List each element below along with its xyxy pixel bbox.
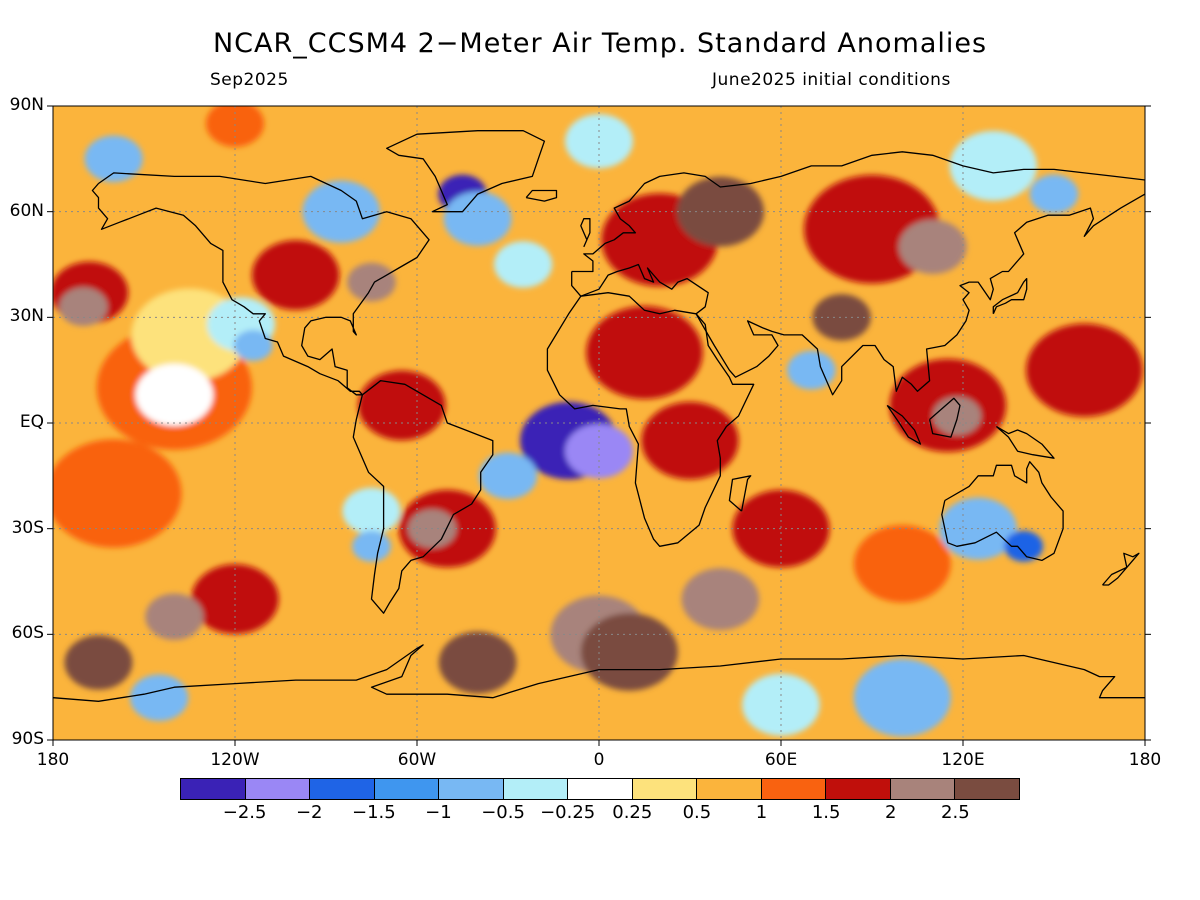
anomaly-region bbox=[586, 306, 703, 400]
coastline bbox=[941, 461, 1064, 562]
anomaly-region bbox=[1029, 174, 1079, 214]
longitude-label: 60W bbox=[397, 750, 437, 770]
coastline bbox=[352, 380, 494, 614]
legend-tick-label: 2.5 bbox=[941, 802, 970, 823]
coastline bbox=[928, 397, 961, 438]
legend-tick-label: −1 bbox=[425, 802, 452, 823]
latitude-label: EQ bbox=[19, 412, 44, 432]
legend-swatch bbox=[632, 779, 698, 799]
legend-swatch bbox=[890, 779, 956, 799]
latitude-label: 30S bbox=[11, 517, 44, 538]
coastline bbox=[995, 425, 1055, 459]
anomaly-region bbox=[949, 131, 1038, 201]
coastline bbox=[525, 189, 558, 202]
coastline bbox=[1102, 552, 1140, 586]
legend-swatch bbox=[826, 779, 891, 799]
legend-tick-label: 0.25 bbox=[612, 802, 653, 823]
anomaly-region bbox=[251, 240, 340, 310]
anomaly-region bbox=[205, 106, 265, 147]
legend-swatch bbox=[439, 779, 504, 799]
anomaly-region bbox=[130, 674, 189, 721]
chart-title: NCAR_CCSM4 2−Meter Air Temp. Standard An… bbox=[212, 28, 988, 59]
anomaly-region bbox=[53, 439, 182, 548]
anomaly-region bbox=[478, 452, 538, 500]
legend-swatch bbox=[697, 779, 762, 799]
latitude-label: 30N bbox=[9, 306, 44, 327]
latitude-label: 60S bbox=[11, 623, 44, 644]
legend-swatch bbox=[310, 779, 375, 799]
legend-tick-label: −2 bbox=[295, 802, 323, 823]
longitude-label: 60E bbox=[764, 750, 798, 770]
latitude-label: 90S bbox=[11, 729, 44, 749]
legend-tick-label: −0.5 bbox=[481, 802, 525, 823]
anomaly-region bbox=[853, 525, 951, 603]
anomaly-region bbox=[358, 370, 446, 441]
anomaly-region bbox=[84, 135, 143, 183]
coastline bbox=[728, 475, 752, 512]
legend-tick-label: −1.5 bbox=[351, 802, 396, 823]
longitude-label: 120W bbox=[210, 750, 260, 770]
longitude-label: 0 bbox=[593, 750, 605, 770]
anomaly-region bbox=[742, 673, 820, 736]
legend-tick-label: 0.5 bbox=[682, 802, 712, 823]
anomaly-region bbox=[438, 631, 517, 694]
anomaly-region bbox=[233, 330, 273, 362]
anomaly-region bbox=[59, 287, 108, 327]
anomaly-region bbox=[145, 593, 204, 640]
coastline bbox=[91, 172, 430, 396]
anomaly-region bbox=[565, 424, 633, 479]
coastline bbox=[546, 292, 755, 547]
coastline bbox=[386, 130, 546, 213]
valid-month-label: Sep2025 bbox=[210, 70, 289, 90]
anomaly-region bbox=[1026, 323, 1143, 417]
legend-swatch bbox=[761, 779, 827, 799]
anomaly-region bbox=[641, 401, 739, 480]
anomaly-region bbox=[898, 219, 967, 275]
longitude-label: 180 bbox=[36, 750, 70, 770]
legend-tick-label: −0.25 bbox=[540, 802, 596, 823]
longitude-label: 120E bbox=[941, 750, 985, 770]
legend-tick-label: 1 bbox=[755, 802, 768, 823]
color-legend-bar bbox=[180, 778, 1020, 800]
longitude-label: 180 bbox=[1128, 750, 1162, 770]
anomaly-region bbox=[1004, 530, 1044, 562]
legend-swatch bbox=[374, 779, 440, 799]
anomaly-region bbox=[347, 262, 396, 302]
legend-swatch bbox=[503, 779, 569, 799]
coastline bbox=[886, 404, 922, 445]
anomaly-region bbox=[352, 530, 391, 562]
legend-swatch bbox=[568, 779, 633, 799]
latitude-label: 60N bbox=[9, 200, 44, 221]
latitude-label: 90N bbox=[9, 95, 44, 115]
anomaly-region bbox=[853, 658, 951, 737]
legend-tick-label: 2 bbox=[885, 802, 897, 823]
legend-swatch bbox=[181, 779, 246, 799]
anomaly-region bbox=[443, 191, 512, 246]
anomaly-region bbox=[494, 241, 553, 288]
coastline bbox=[571, 151, 1145, 396]
anomaly-region bbox=[681, 568, 760, 631]
anomaly-region bbox=[342, 487, 401, 535]
coastline bbox=[992, 277, 1028, 315]
anomaly-region bbox=[64, 635, 133, 690]
anomaly-region bbox=[580, 613, 678, 691]
anomaly-region bbox=[787, 350, 836, 390]
anomaly-region bbox=[135, 363, 214, 426]
legend-tick-label: −2.5 bbox=[222, 802, 267, 823]
legend-swatch bbox=[245, 779, 311, 799]
anomaly-region bbox=[565, 114, 633, 169]
coastline bbox=[580, 218, 591, 248]
init-conditions-label: June2025 initial conditions bbox=[712, 70, 951, 90]
legend-swatch bbox=[955, 779, 1019, 799]
coastline bbox=[53, 644, 1145, 702]
legend-tick-label: 1.5 bbox=[811, 802, 841, 823]
anomaly-region bbox=[812, 294, 871, 341]
